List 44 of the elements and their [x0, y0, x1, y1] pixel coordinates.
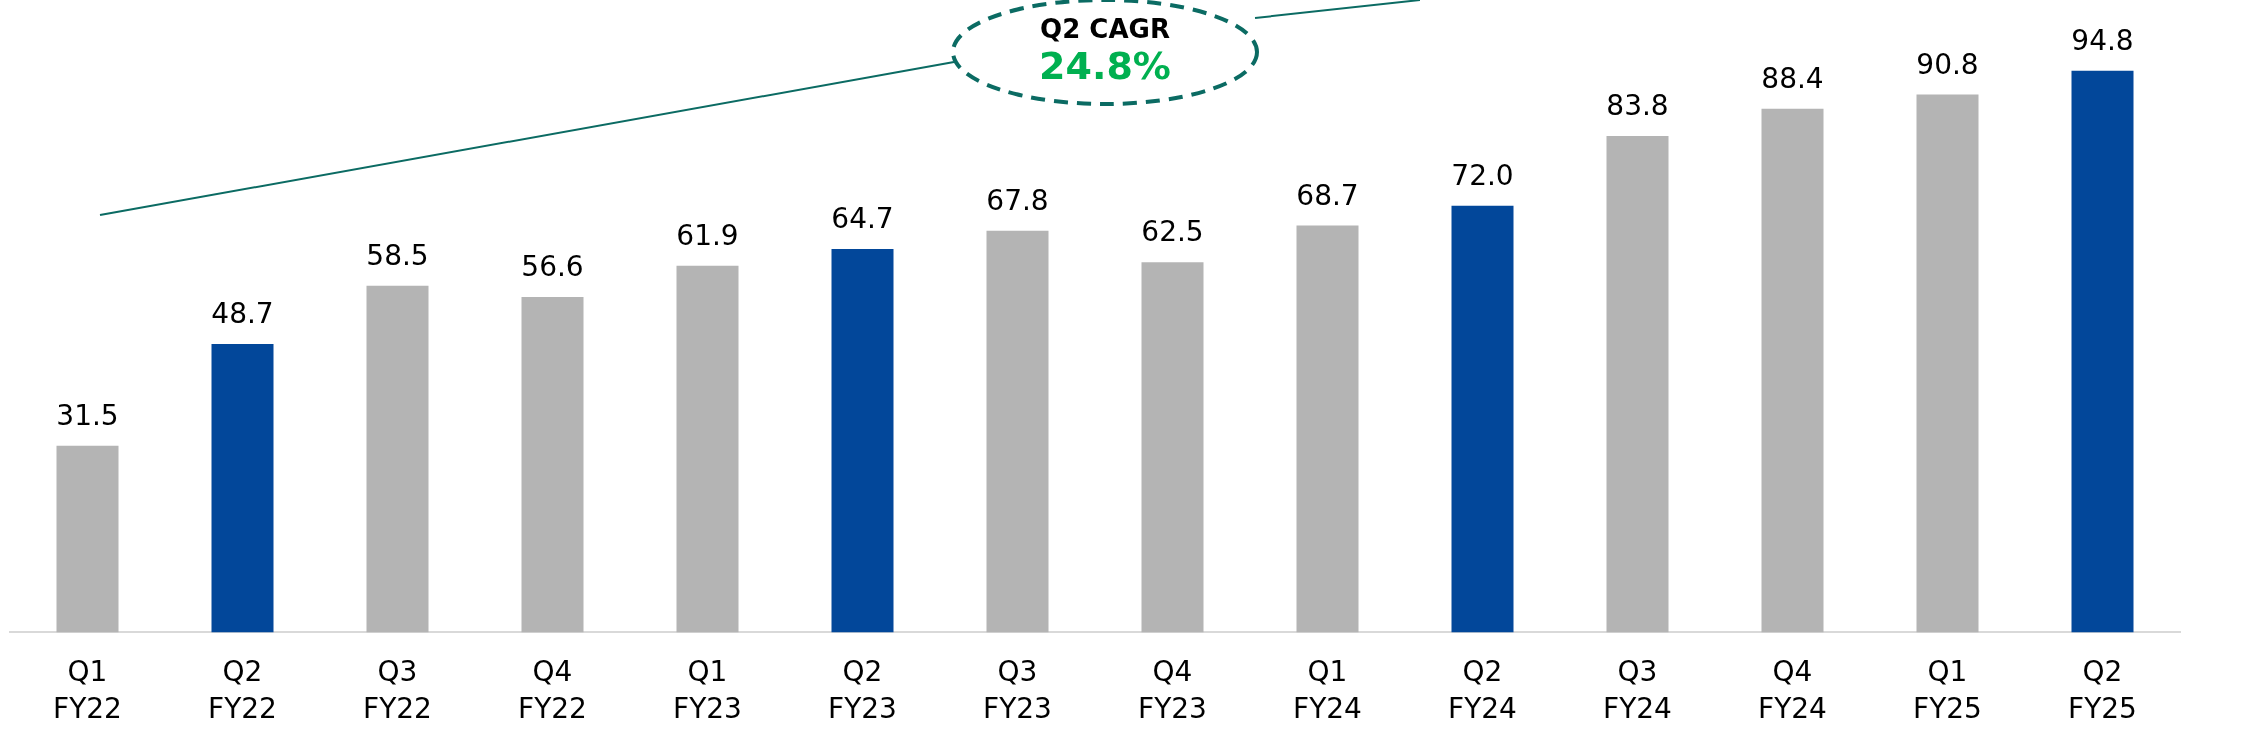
- bar: [676, 265, 739, 633]
- bar: [1606, 135, 1669, 633]
- bar: [831, 249, 894, 633]
- data-label: 62.5: [1141, 215, 1204, 249]
- x-tick-label: Q2 FY24: [1448, 654, 1517, 726]
- x-tick-label: Q2 FY25: [2068, 654, 2137, 726]
- annotation: 24.8%: [1039, 44, 1171, 88]
- x-tick-label: Q1 FY25: [1913, 654, 1982, 726]
- bar: [1451, 205, 1514, 633]
- x-tick-label: Q1 FY22: [53, 654, 122, 726]
- x-tick-label: Q1 FY24: [1293, 654, 1362, 726]
- bar: [986, 230, 1049, 633]
- x-tick-label: Q3 FY24: [1603, 654, 1672, 726]
- bar: [2071, 70, 2134, 633]
- x-tick-label: Q3 FY23: [983, 654, 1052, 726]
- data-label: 31.5: [56, 399, 119, 433]
- data-label: 90.8: [1916, 47, 1979, 81]
- bar: [1761, 108, 1824, 633]
- bar: [521, 297, 584, 633]
- bar: [56, 445, 119, 633]
- x-tick-label: Q4 FY22: [518, 654, 587, 726]
- text: Q2 CAGR: [1040, 14, 1170, 44]
- data-label: 58.5: [366, 239, 429, 273]
- data-label: 64.7: [831, 202, 894, 236]
- data-label: 56.6: [521, 250, 584, 284]
- data-label: 68.7: [1296, 178, 1359, 212]
- data-label: 83.8: [1606, 89, 1669, 123]
- data-label: 67.8: [986, 184, 1049, 218]
- x-tick-label: Q2 FY22: [208, 654, 277, 726]
- bar: [366, 285, 429, 633]
- bar: [211, 343, 274, 633]
- bar: [1916, 94, 1979, 633]
- x-tick-label: Q3 FY22: [363, 654, 432, 726]
- data-label: 61.9: [676, 218, 739, 252]
- bar: [1141, 262, 1204, 633]
- x-tick-label: Q4 FY23: [1138, 654, 1207, 726]
- bar: [1296, 225, 1359, 633]
- x-tick-label: Q2 FY23: [828, 654, 897, 726]
- data-label: 48.7: [211, 297, 274, 331]
- data-label: 88.4: [1761, 62, 1824, 95]
- data-label: 94.8: [2071, 24, 2134, 58]
- data-label: 72.0: [1451, 159, 1514, 193]
- x-tick-label: Q1 FY23: [673, 654, 742, 726]
- x-tick-label: Q4 FY24: [1758, 654, 1827, 726]
